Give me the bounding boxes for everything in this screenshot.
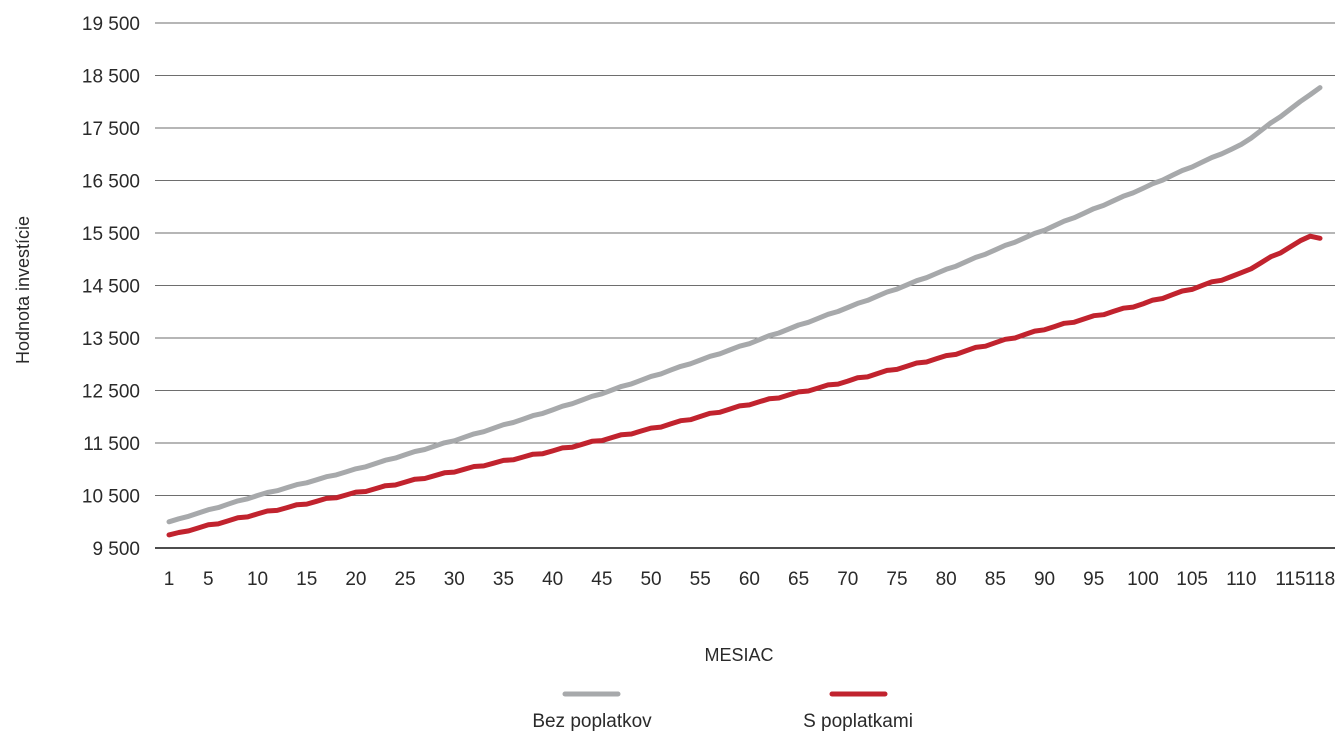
x-tick-label: 35 [493, 569, 514, 590]
x-tick-label: 55 [690, 569, 711, 590]
x-tick-label: 115 [1275, 569, 1305, 590]
x-tick-label: 80 [936, 569, 957, 590]
x-tick-label: 60 [739, 569, 760, 590]
x-tick-label: 15 [296, 569, 317, 590]
x-axis-title: MESIAC [704, 645, 773, 665]
y-tick-label: 15 500 [82, 224, 140, 245]
x-axis-ticks: 1 5 10 15 20 25 30 35 40 45 50 55 60 65 70 75 80 85 90 95 10… [164, 569, 1335, 590]
x-tick-label: 5 [203, 569, 214, 590]
y-tick-label: 14 500 [82, 277, 140, 298]
x-tick-label: 65 [788, 569, 809, 590]
x-tick-label: 10 [247, 569, 268, 590]
x-tick-label: 100 [1127, 569, 1159, 590]
y-tick-label: 13 500 [82, 329, 140, 350]
x-tick-label: 118 [1305, 569, 1335, 590]
y-axis-title: Hodnota investície [13, 216, 33, 364]
x-tick-label: 20 [345, 569, 366, 590]
legend: Bez poplatkov S poplatkami [532, 691, 913, 732]
x-tick-label: 40 [542, 569, 563, 590]
y-tick-label: 18 500 [82, 67, 140, 88]
y-tick-label: 16 500 [82, 172, 140, 193]
x-tick-label: 75 [886, 569, 907, 590]
x-tick-label: 90 [1034, 569, 1055, 590]
x-tick-label: 95 [1083, 569, 1104, 590]
x-tick-label: 105 [1176, 569, 1208, 590]
x-tick-label: 25 [395, 569, 416, 590]
x-tick-label: 110 [1226, 569, 1256, 590]
y-tick-label: 12 500 [82, 382, 140, 403]
series-line-bez-poplatkov [166, 85, 1323, 525]
series-line-s-poplatkami [166, 233, 1323, 538]
y-tick-label: 19 500 [82, 14, 140, 35]
x-tick-label: 50 [640, 569, 661, 590]
x-tick-label: 45 [591, 569, 612, 590]
y-tick-label: 11 500 [83, 434, 140, 455]
legend-label-s-poplatkami: S poplatkami [803, 711, 913, 732]
grid-lines [155, 22, 1335, 549]
x-tick-label: 1 [164, 569, 175, 590]
y-axis-ticks: 9 500 10 500 11 500 12 500 13 500 14 500 15 50… [82, 14, 140, 560]
x-tick-label: 85 [985, 569, 1006, 590]
y-tick-label: 9 500 [92, 539, 140, 560]
y-tick-label: 17 500 [82, 119, 140, 140]
legend-label-bez-poplatkov: Bez poplatkov [532, 711, 652, 732]
x-tick-label: 30 [444, 569, 465, 590]
x-tick-label: 70 [837, 569, 858, 590]
series-lines [166, 85, 1323, 538]
y-tick-label: 10 500 [82, 487, 140, 508]
